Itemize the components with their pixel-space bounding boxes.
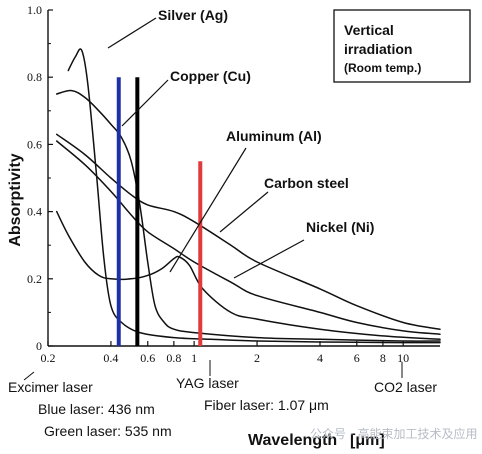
x-tick-label: 0.6 <box>140 351 155 365</box>
series-line-aluminum <box>55 210 441 341</box>
y-tick-label: 0.2 <box>27 272 42 286</box>
note-line-3: (Room temp.) <box>344 61 421 75</box>
x-tick-label: 6 <box>354 351 360 365</box>
note-line-1: Vertical <box>344 22 394 38</box>
series-line-nickel <box>55 140 441 335</box>
series-leader-silver <box>107 17 157 49</box>
laser-label-yag: YAG laser <box>176 375 239 391</box>
note-line-2: irradiation <box>344 41 412 57</box>
series-leader-carbon-steel <box>219 191 269 233</box>
x-tick-label: 8 <box>380 351 386 365</box>
x-tick-label: 0.2 <box>41 351 56 365</box>
x-axis-unit: [μm] <box>350 432 385 449</box>
y-tick-label: 0.4 <box>27 205 42 219</box>
x-tick-label: 0.8 <box>166 351 181 365</box>
series-leader-copper <box>121 79 169 127</box>
irradiation-note: Vertical irradiation (Room temp.) <box>333 9 471 83</box>
y-tick-label: 0.6 <box>27 137 42 151</box>
laser-lines-layer <box>116 77 203 346</box>
laser-leader-excimer <box>23 371 35 381</box>
labels-layer: Silver (Ag) Copper (Cu) Aluminum (Al) Carbo… <box>8 7 437 439</box>
series-line-copper <box>55 89 441 342</box>
y-tick-label: 1.0 <box>27 3 42 17</box>
x-tick-label: 0.4 <box>103 351 118 365</box>
axes-layer: 00.20.40.60.81.00.2 0.4 0.6 0.8 1 2 4 6 8 10 <box>27 3 440 365</box>
x-tick-label: 2 <box>254 351 260 365</box>
laser-label-excimer: Excimer laser <box>8 379 93 395</box>
series-leader-aluminum <box>169 147 247 273</box>
laser-label-green: Green laser: 535 nm <box>44 423 172 439</box>
y-axis-title: Absorptivity <box>7 153 24 246</box>
laser-label-blue: Blue laser: 436 nm <box>38 401 155 417</box>
series-label-nickel: Nickel (Ni) <box>306 219 374 235</box>
series-leader-nickel <box>233 239 305 279</box>
y-tick-label: 0 <box>36 339 42 353</box>
y-tick-label: 0.8 <box>27 70 42 84</box>
series-line-silver <box>67 48 441 344</box>
x-tick-label: 1 <box>191 351 197 365</box>
series-label-aluminum: Aluminum (Al) <box>226 128 322 144</box>
series-line-carbon-steel <box>55 133 441 330</box>
x-tick-label: 4 <box>317 351 323 365</box>
laser-label-co2: CO2 laser <box>374 379 437 395</box>
series-label-copper: Copper (Cu) <box>170 68 251 84</box>
irradiation-note-box <box>333 9 471 83</box>
curves-layer <box>55 48 441 344</box>
x-tick-label: 10 <box>397 351 409 365</box>
series-label-carbon-steel: Carbon steel <box>264 175 349 191</box>
series-label-silver: Silver (Ag) <box>158 7 228 23</box>
x-axis-title: Wavelength <box>248 432 337 449</box>
laser-label-fiber: Fiber laser: 1.07 μm <box>204 397 329 413</box>
watermark-text: 公众号 · 高能束加工技术及应用 <box>310 426 477 441</box>
